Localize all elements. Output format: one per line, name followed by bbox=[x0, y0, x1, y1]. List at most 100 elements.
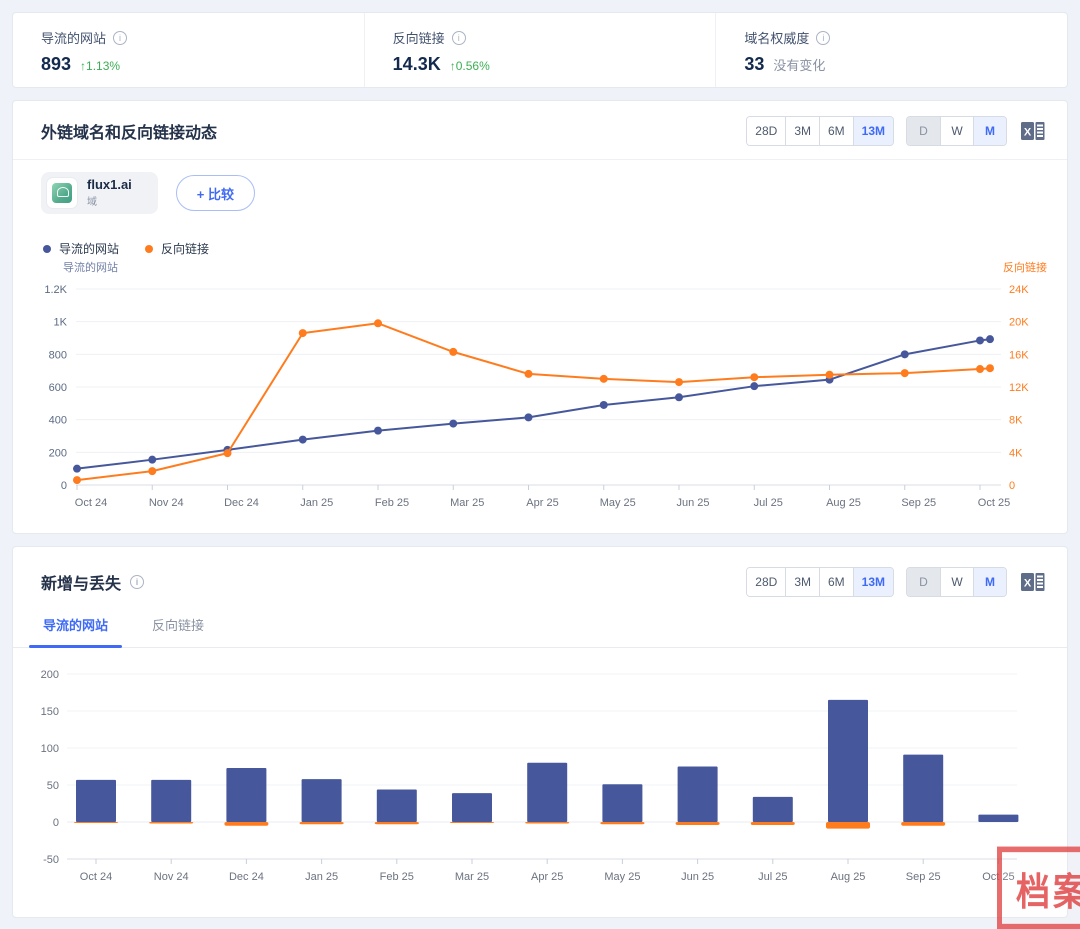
line-point[interactable] bbox=[675, 393, 683, 401]
legend-item-1[interactable]: 反向链接 bbox=[145, 240, 209, 257]
lost-bar[interactable] bbox=[525, 822, 569, 823]
info-icon[interactable] bbox=[113, 31, 127, 45]
lost-bar[interactable] bbox=[600, 822, 644, 824]
lost-bar[interactable] bbox=[224, 822, 268, 826]
granularity-button-w[interactable]: W bbox=[940, 117, 973, 145]
line-point[interactable] bbox=[449, 348, 457, 356]
stat-card-2: 域名权威度33没有变化 bbox=[715, 13, 1067, 87]
granularity-button-m[interactable]: M bbox=[973, 568, 1006, 596]
info-icon[interactable] bbox=[130, 575, 144, 589]
line-point[interactable] bbox=[986, 335, 994, 343]
new-bar[interactable] bbox=[377, 789, 417, 822]
line-point[interactable] bbox=[299, 329, 307, 337]
line-point[interactable] bbox=[600, 375, 608, 383]
period-button-28d[interactable]: 28D bbox=[747, 568, 785, 596]
lost-bar[interactable] bbox=[901, 822, 945, 826]
period-button-13m[interactable]: 13M bbox=[853, 568, 893, 596]
dynamics-card: 外链域名和反向链接动态 28D3M6M13MDWMX flux1.ai 域 + … bbox=[12, 100, 1068, 534]
granularity-button-d[interactable]: D bbox=[907, 568, 940, 596]
legend-item-0[interactable]: 导流的网站 bbox=[43, 240, 119, 257]
line-point[interactable] bbox=[148, 456, 156, 464]
y-axis-tick-label: 100 bbox=[41, 743, 59, 755]
line-point[interactable] bbox=[986, 364, 994, 372]
new-bar[interactable] bbox=[527, 763, 567, 822]
line-point[interactable] bbox=[374, 319, 382, 327]
period-button-13m[interactable]: 13M bbox=[853, 117, 893, 145]
compare-button[interactable]: + 比较 bbox=[176, 175, 255, 211]
period-button-6m[interactable]: 6M bbox=[819, 568, 853, 596]
new-bar[interactable] bbox=[978, 815, 1018, 822]
line-point[interactable] bbox=[374, 427, 382, 435]
lost-bar[interactable] bbox=[74, 822, 118, 823]
stat-value-row: 33没有变化 bbox=[744, 54, 1067, 75]
granularity-button-m[interactable]: M bbox=[973, 117, 1006, 145]
info-icon[interactable] bbox=[816, 31, 830, 45]
lost-bar[interactable] bbox=[751, 822, 795, 825]
x-axis-label: Feb 25 bbox=[375, 497, 409, 509]
left-axis-tick-label: 0 bbox=[61, 480, 67, 492]
newlost-card: 新增与丢失 28D3M6M13MDWMX 导流的网站反向链接 -50050100… bbox=[12, 546, 1068, 918]
right-axis-tick-label: 16K bbox=[1009, 349, 1029, 361]
stat-value: 893 bbox=[41, 54, 71, 75]
line-point[interactable] bbox=[525, 370, 533, 378]
chart-legend: 导流的网站 反向链接 bbox=[13, 224, 1067, 257]
line-point[interactable] bbox=[976, 336, 984, 344]
lost-bar[interactable] bbox=[149, 822, 193, 823]
line-point[interactable] bbox=[73, 465, 81, 473]
period-button-3m[interactable]: 3M bbox=[785, 568, 819, 596]
new-bar[interactable] bbox=[76, 780, 116, 822]
stat-card-0: 导流的网站893↑1.13% bbox=[13, 13, 364, 87]
export-excel-button[interactable]: X bbox=[1019, 118, 1047, 144]
line-point[interactable] bbox=[525, 413, 533, 421]
lost-bar[interactable] bbox=[300, 822, 344, 824]
new-bar[interactable] bbox=[753, 797, 793, 822]
lost-bar[interactable] bbox=[450, 822, 494, 823]
y-axis-tick-label: 150 bbox=[41, 706, 59, 718]
x-axis-label: Apr 25 bbox=[531, 871, 563, 883]
line-point[interactable] bbox=[976, 365, 984, 373]
line-point[interactable] bbox=[148, 467, 156, 475]
period-button-6m[interactable]: 6M bbox=[819, 117, 853, 145]
line-series bbox=[77, 323, 990, 480]
line-point[interactable] bbox=[224, 449, 232, 457]
line-point[interactable] bbox=[901, 369, 909, 377]
x-axis-label: Oct 24 bbox=[75, 497, 107, 509]
new-bar[interactable] bbox=[678, 767, 718, 823]
right-axis-tick-label: 8K bbox=[1009, 415, 1023, 427]
granularity-button-d[interactable]: D bbox=[907, 117, 940, 145]
tab-0[interactable]: 导流的网站 bbox=[41, 609, 110, 647]
export-excel-button[interactable]: X bbox=[1019, 569, 1047, 595]
tab-1[interactable]: 反向链接 bbox=[150, 609, 206, 647]
new-bar[interactable] bbox=[903, 755, 943, 822]
domain-chip[interactable]: flux1.ai 域 bbox=[41, 172, 158, 214]
x-axis-label: Oct 25 bbox=[978, 497, 1010, 509]
line-point[interactable] bbox=[299, 436, 307, 444]
line-point[interactable] bbox=[73, 476, 81, 484]
period-button-28d[interactable]: 28D bbox=[747, 117, 785, 145]
new-bar[interactable] bbox=[302, 779, 342, 822]
line-point[interactable] bbox=[675, 378, 683, 386]
x-axis-label: Oct 24 bbox=[80, 871, 112, 883]
new-bar[interactable] bbox=[151, 780, 191, 822]
new-bar[interactable] bbox=[226, 768, 266, 822]
new-bar[interactable] bbox=[602, 784, 642, 822]
lost-bar[interactable] bbox=[375, 822, 419, 824]
line-point[interactable] bbox=[750, 373, 758, 381]
line-point[interactable] bbox=[449, 420, 457, 428]
info-icon[interactable] bbox=[452, 31, 466, 45]
line-point[interactable] bbox=[750, 382, 758, 390]
x-axis-label: Jan 25 bbox=[305, 871, 338, 883]
line-point[interactable] bbox=[826, 371, 834, 379]
period-button-3m[interactable]: 3M bbox=[785, 117, 819, 145]
dynamics-header: 外链域名和反向链接动态 28D3M6M13MDWMX bbox=[13, 101, 1067, 160]
lost-bar[interactable] bbox=[676, 822, 720, 825]
new-bar[interactable] bbox=[828, 700, 868, 822]
right-axis-tick-label: 20K bbox=[1009, 317, 1029, 329]
granularity-button-w[interactable]: W bbox=[940, 568, 973, 596]
period-button-group: 28D3M6M13M bbox=[746, 116, 894, 146]
line-point[interactable] bbox=[901, 350, 909, 358]
x-axis-label: Aug 25 bbox=[826, 497, 861, 509]
line-point[interactable] bbox=[600, 401, 608, 409]
new-bar[interactable] bbox=[452, 793, 492, 822]
lost-bar[interactable] bbox=[826, 822, 870, 829]
